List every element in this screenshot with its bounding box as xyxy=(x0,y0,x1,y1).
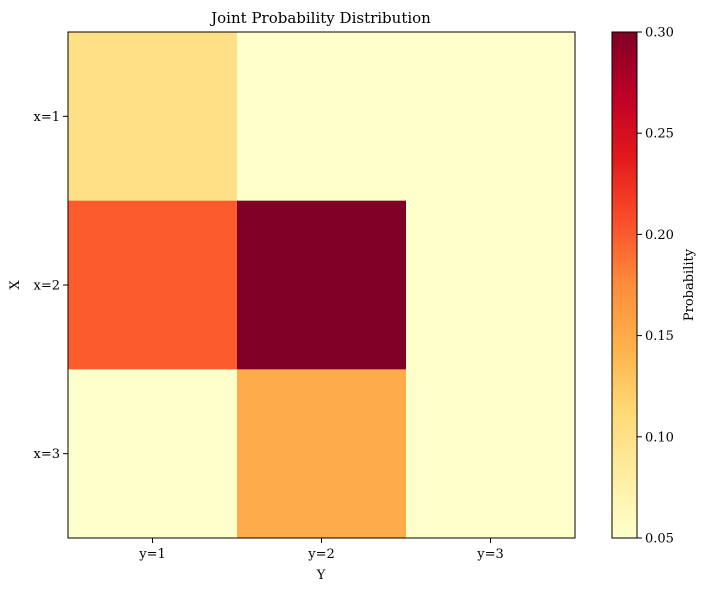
colorbar xyxy=(611,31,638,539)
colorbar-ticks: 0.05 0.10 0.15 0.20 0.25 0.30 xyxy=(637,26,674,547)
heatmap-cell-r2-c1 xyxy=(68,200,238,370)
heatmap-cell-r2-c2 xyxy=(237,200,407,370)
y-tick-label: x=2 xyxy=(34,279,61,294)
y-axis-ticks: x=1 x=2 x=3 xyxy=(34,110,68,462)
colorbar-label: Probability xyxy=(682,248,697,321)
x-tick-label: y=3 xyxy=(476,547,504,562)
heatmap-cell-r1-c3 xyxy=(406,32,576,202)
heatmap-cell-r2-c3 xyxy=(406,200,576,370)
colorbar-tick-label: 0.10 xyxy=(645,430,674,445)
heatmap-cell-r1-c2 xyxy=(237,32,407,202)
heatmap-cell-r3-c3 xyxy=(406,369,576,539)
heatmap-cell-r3-c2 xyxy=(237,369,407,539)
y-tick-label: x=1 xyxy=(34,110,61,125)
y-axis-label: X xyxy=(8,280,23,290)
x-tick-label: y=1 xyxy=(138,547,166,562)
x-axis-label: Y xyxy=(316,568,326,583)
colorbar-tick-label: 0.15 xyxy=(645,329,674,344)
heatmap-cell-r1-c1 xyxy=(68,32,238,202)
colorbar-tick-label: 0.25 xyxy=(645,127,674,142)
colorbar-tick-label: 0.30 xyxy=(645,26,674,41)
colorbar-tick-label: 0.20 xyxy=(645,228,674,243)
chart-title: Joint Probability Distribution xyxy=(209,9,431,27)
heatmap-cells xyxy=(68,32,576,539)
y-tick-label: x=3 xyxy=(34,447,61,462)
x-axis-ticks: y=1 y=2 y=3 xyxy=(138,538,504,562)
colorbar-tick-label: 0.05 xyxy=(645,532,674,547)
x-tick-label: y=2 xyxy=(307,547,335,562)
heatmap-cell-r3-c1 xyxy=(68,369,238,539)
